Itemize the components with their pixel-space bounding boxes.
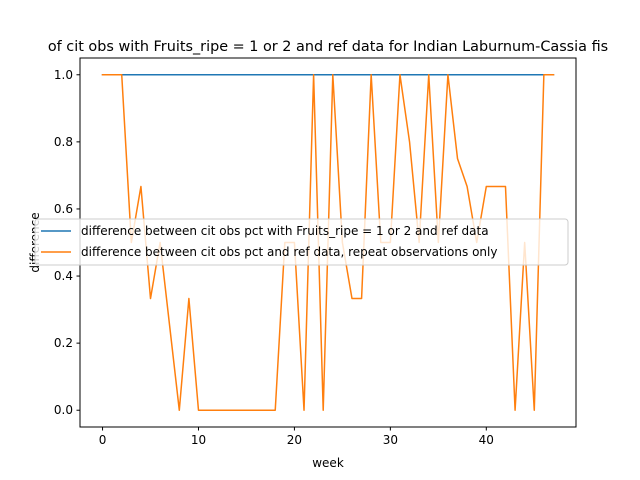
x-tick-label: 10	[191, 433, 206, 447]
x-axis-label: week	[312, 456, 344, 470]
x-tick-label: 40	[479, 433, 494, 447]
x-tick-label: 20	[287, 433, 302, 447]
x-tick-label: 30	[383, 433, 398, 447]
y-axis: 0.0 0.2 0.4 0.6 0.8 1.0	[54, 68, 80, 417]
chart-title: of cit obs with Fruits_ripe = 1 or 2 and…	[48, 39, 608, 55]
y-tick-label: 0.6	[54, 202, 73, 216]
y-tick-label: 0.4	[54, 269, 73, 283]
x-axis: 0 10 20 30 40	[99, 427, 494, 447]
y-tick-label: 1.0	[54, 68, 73, 82]
legend-frame	[34, 218, 569, 266]
legend-label-series-1: difference between cit obs pct with Frui…	[81, 224, 489, 238]
y-tick-label: 0.8	[54, 135, 73, 149]
x-tick-label: 0	[99, 433, 107, 447]
legend: difference between cit obs pct with Frui…	[34, 218, 569, 266]
y-tick-label: 0.2	[54, 336, 73, 350]
y-tick-label: 0.0	[54, 403, 73, 417]
legend-label-series-2: difference between cit obs pct and ref d…	[81, 245, 497, 259]
